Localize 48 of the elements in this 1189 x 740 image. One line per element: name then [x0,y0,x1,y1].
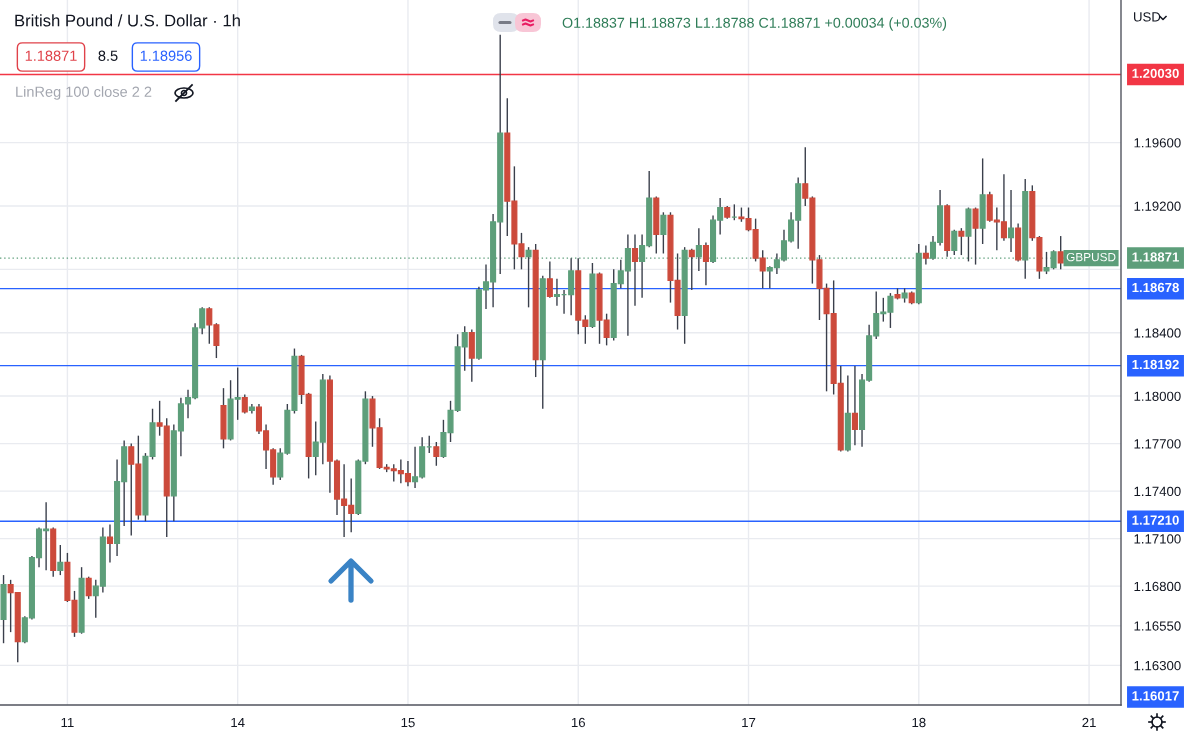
candlestick [688,248,695,291]
y-tick-label: 1.19600 [1134,138,1181,148]
x-tick-label: 14 [231,717,245,728]
candlestick [433,441,440,467]
ref-line-label: 1.20030 [1132,68,1179,79]
ref-line-label: 1.18192 [1132,359,1179,370]
annotation: 1.18956 [140,50,192,61]
candlestick [546,260,553,299]
candlestick [631,233,639,307]
x-tick-label: 21 [1082,717,1096,728]
y-tick-label: 1.19200 [1134,201,1181,211]
y-tick-label: 1.16800 [1134,581,1181,592]
candlestick [951,229,958,256]
annotation: GBPUSD [1066,252,1116,262]
text: 1.16017 [1132,691,1179,701]
annotation: 8.5 [98,50,118,61]
ref-line-label: 1.18678 [1132,282,1179,293]
candlestick [660,211,667,255]
annotation: 1.18871 [25,50,77,61]
y-tick-label: 1.17100 [1134,534,1181,544]
x-tick-label: 11 [61,717,74,728]
candlestick [702,241,709,286]
y-tick-label: 1.17400 [1134,486,1181,497]
y-axis-title: USD [1134,12,1161,22]
candlestick [922,244,929,266]
candlestick [57,544,64,576]
candlestick [851,365,858,446]
ref-line-label: 1.17210 [1132,515,1179,525]
candlestick [553,278,560,307]
candlestick [106,523,114,564]
x-tick-label: 16 [571,717,585,728]
y-tick-label: 1.18400 [1134,328,1181,338]
y-tick-label: 1.17700 [1134,439,1181,449]
candlestick [1007,189,1015,253]
y-tick-label: 1.16550 [1134,621,1181,631]
x-tick-label: 18 [912,717,926,728]
text: British Pound / U.S. Dollar · 1h [15,14,240,27]
annotation: O1.18837 H1.18873 L1.18788 C1.18871 +0.00034 (+0.03%) [562,17,947,31]
x-tick-label: 17 [742,717,756,728]
candlestick [85,575,92,600]
y-tick-label: 1.16300 [1134,660,1181,671]
annotation: LinReg 100 close 2 2 [16,86,152,100]
ref-line-label: 1.18871 [1132,252,1179,262]
candlestick [972,206,979,266]
candlestick [958,227,965,256]
x-tick-label: 15 [401,717,415,728]
y-tick-label: 1.18000 [1134,391,1181,401]
candlestick [1057,235,1064,271]
